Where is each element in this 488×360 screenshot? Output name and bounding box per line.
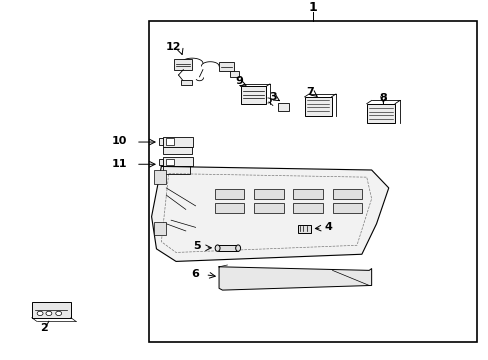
Bar xyxy=(254,203,283,213)
Text: 7: 7 xyxy=(306,87,314,97)
Bar xyxy=(254,189,283,199)
Bar xyxy=(293,203,322,213)
Text: 6: 6 xyxy=(191,269,199,279)
Text: 1: 1 xyxy=(308,1,317,14)
Ellipse shape xyxy=(215,245,220,251)
Bar xyxy=(215,203,244,213)
Bar xyxy=(181,80,191,85)
Bar xyxy=(366,104,394,123)
Polygon shape xyxy=(151,166,388,261)
Text: 3: 3 xyxy=(268,91,276,102)
Text: 12: 12 xyxy=(165,42,181,53)
Bar xyxy=(229,71,238,77)
Bar xyxy=(163,147,192,154)
Bar xyxy=(277,103,288,111)
Ellipse shape xyxy=(235,245,240,251)
Bar xyxy=(166,159,173,165)
Text: 2: 2 xyxy=(40,323,48,333)
Bar xyxy=(298,225,310,233)
Bar xyxy=(159,159,163,165)
Bar xyxy=(32,302,71,318)
Bar xyxy=(149,21,476,342)
Bar xyxy=(166,139,173,145)
Text: 5: 5 xyxy=(193,241,201,251)
Bar xyxy=(159,139,163,145)
Bar xyxy=(293,189,322,199)
Bar xyxy=(215,189,244,199)
Text: 11: 11 xyxy=(112,158,127,168)
Text: 8: 8 xyxy=(378,93,386,103)
Bar xyxy=(240,86,265,104)
Bar xyxy=(217,245,238,251)
Polygon shape xyxy=(219,267,371,290)
Bar xyxy=(219,62,233,71)
Circle shape xyxy=(46,311,52,316)
Circle shape xyxy=(56,311,61,316)
Text: 9: 9 xyxy=(235,76,243,86)
Bar xyxy=(154,222,166,234)
Bar xyxy=(163,157,193,166)
Bar xyxy=(163,166,189,174)
Bar xyxy=(332,203,361,213)
Text: 10: 10 xyxy=(112,136,127,146)
Bar xyxy=(173,59,192,69)
Text: 4: 4 xyxy=(324,222,332,232)
Bar xyxy=(304,97,331,116)
Circle shape xyxy=(37,311,43,316)
Bar xyxy=(332,189,361,199)
Bar xyxy=(154,170,166,184)
Bar xyxy=(163,137,193,147)
